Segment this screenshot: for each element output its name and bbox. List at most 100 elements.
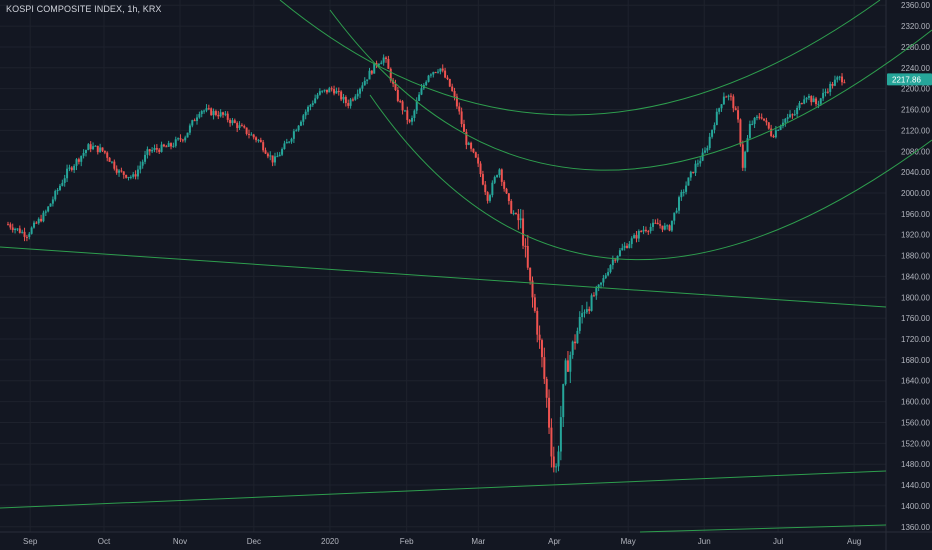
candle-body (84, 150, 87, 153)
candle-body (321, 90, 324, 92)
y-tick-label: 1760.00 (901, 314, 930, 323)
candle-body (297, 125, 300, 131)
candle-body (233, 120, 236, 123)
candle-body (670, 220, 673, 231)
candle-body (377, 64, 380, 66)
chart-title: KOSPI COMPOSITE INDEX, 1h, KRX (6, 4, 162, 14)
x-tick-label: Jul (773, 537, 783, 546)
candle-body (283, 143, 286, 150)
candle-body (120, 170, 123, 172)
candle-body (694, 163, 697, 173)
candle-body (179, 138, 182, 140)
candle-body (290, 138, 293, 142)
candle-body (647, 231, 650, 233)
candle-body (314, 98, 317, 104)
candle-body (597, 284, 600, 288)
y-tick-label: 1680.00 (901, 356, 930, 365)
candle-body (129, 176, 132, 178)
y-tick-label: 2200.00 (901, 85, 930, 94)
candle-body (222, 112, 225, 115)
candle-body (366, 79, 369, 81)
candle-body (767, 122, 770, 129)
candle-body (96, 145, 99, 153)
candle-body (247, 133, 250, 135)
x-tick-label: Apr (548, 537, 561, 546)
candle-body (302, 115, 305, 122)
candle-body (439, 68, 442, 72)
candle-body (354, 96, 357, 100)
candle-body (219, 112, 222, 117)
candle-body (826, 91, 829, 93)
candle-body (87, 144, 90, 151)
candle-body (200, 111, 203, 115)
candle-body (470, 142, 473, 149)
candle-body (106, 152, 109, 158)
candle-body (250, 134, 253, 136)
candle-body (42, 212, 45, 222)
candle-body (687, 177, 690, 186)
candle-body (800, 103, 803, 105)
candle-body (815, 98, 818, 105)
candle-body (335, 90, 338, 94)
candle-body (392, 80, 395, 84)
candle-body (550, 427, 553, 457)
candle-body (512, 213, 515, 215)
candle-body (807, 96, 810, 98)
candle-body (637, 231, 640, 239)
candle-body (682, 191, 685, 193)
candle-body (798, 103, 801, 108)
candle-body (779, 125, 782, 130)
candle-body (153, 147, 156, 150)
y-tick-label: 1960.00 (901, 210, 930, 219)
candle-body (526, 245, 529, 268)
candle-body (824, 91, 827, 93)
candle-body (186, 132, 189, 138)
candle-body (812, 98, 815, 103)
x-tick-label: Nov (173, 537, 187, 546)
candle-body (755, 116, 758, 118)
candle-body (243, 126, 246, 128)
candle-body (92, 146, 95, 150)
candle-body (210, 108, 213, 116)
y-tick-label: 1800.00 (901, 293, 930, 302)
candle-body (309, 104, 312, 107)
candle-body (675, 210, 678, 213)
candle-body (30, 227, 33, 234)
candle-body (817, 103, 820, 105)
candle-body (500, 169, 503, 182)
candle-body (441, 68, 444, 71)
candle-body (413, 110, 416, 118)
candle-body (224, 113, 227, 115)
candle-body (40, 218, 43, 222)
candle-body (796, 107, 799, 115)
x-tick-label: Dec (247, 537, 261, 546)
candle-body (427, 75, 430, 82)
candle-body (387, 58, 390, 69)
candle-body (49, 203, 52, 207)
candle-body (385, 57, 388, 59)
candle-body (281, 149, 284, 155)
candle-body (299, 121, 302, 126)
candle-body (758, 116, 761, 118)
candle-body (727, 95, 730, 97)
candle-body (829, 83, 832, 92)
candle-body (101, 147, 104, 151)
candle-body (791, 114, 794, 116)
x-tick-label: Mar (471, 537, 485, 546)
candle-body (21, 231, 24, 233)
candle-body (444, 70, 447, 78)
candle-body (751, 123, 754, 125)
candle-body (462, 124, 465, 132)
candle-body (673, 212, 676, 221)
candle-body (399, 100, 402, 102)
candle-body (217, 114, 220, 117)
candle-body (285, 142, 288, 144)
candle-body (734, 108, 737, 111)
candle-body (746, 138, 749, 152)
candle-body (659, 224, 662, 226)
candle-body (836, 77, 839, 80)
candle-body (255, 137, 258, 141)
candle-body (63, 178, 66, 183)
